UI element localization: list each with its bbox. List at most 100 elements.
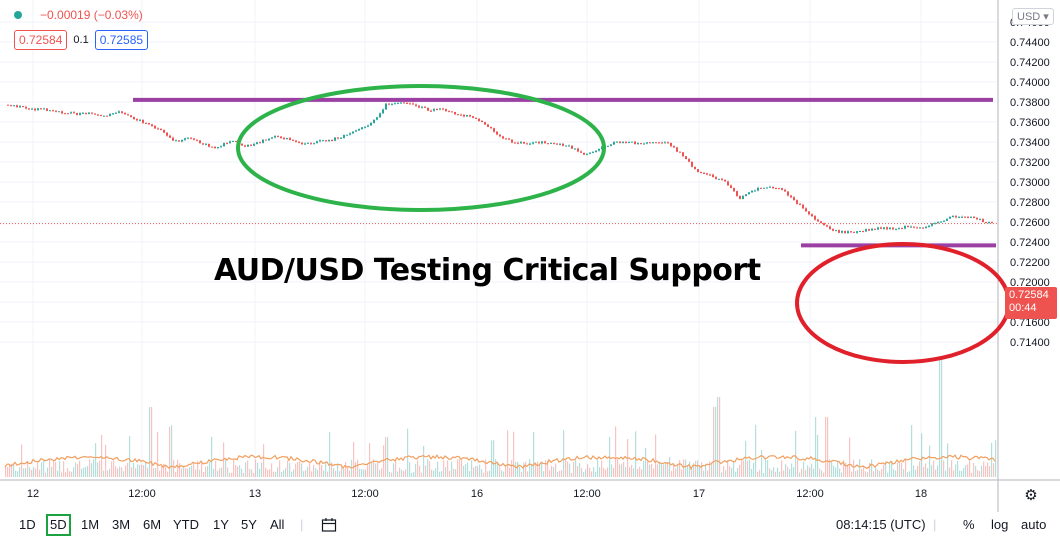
- volume-bar: [669, 456, 671, 477]
- volume-bar: [769, 468, 771, 477]
- volume-bar: [641, 469, 643, 477]
- volume-bar: [341, 467, 343, 477]
- candle-body: [232, 140, 234, 142]
- volume-bar: [837, 461, 839, 477]
- volume-bar: [939, 357, 941, 477]
- volume-bar: [39, 469, 41, 477]
- volume-bar: [945, 470, 947, 477]
- volume-bar: [483, 472, 485, 477]
- volume-bar: [533, 431, 535, 477]
- volume-bar: [931, 464, 933, 477]
- volume-bar: [559, 470, 561, 477]
- volume-bar: [993, 463, 995, 477]
- range-6m-button[interactable]: 6M: [143, 517, 162, 532]
- volume-bar: [745, 440, 747, 477]
- candle-body: [91, 112, 93, 114]
- volume-bar: [817, 434, 819, 477]
- candle-body: [544, 141, 546, 144]
- candle-body: [193, 138, 195, 140]
- green-highlight-ellipse[interactable]: [236, 84, 606, 212]
- settings-gear-icon[interactable]: ⚙: [1024, 487, 1037, 504]
- ask-price-button[interactable]: 0.72585: [94, 30, 149, 50]
- volume-bar: [847, 465, 849, 477]
- candle-body: [799, 203, 801, 205]
- candle-body: [349, 133, 351, 135]
- volume-bar: [955, 464, 957, 477]
- volume-bar: [123, 471, 125, 477]
- volume-bar: [381, 468, 383, 477]
- candle-body: [448, 111, 450, 113]
- volume-bar: [281, 472, 283, 477]
- utc-clock[interactable]: 08:14:15 (UTC): [836, 517, 926, 532]
- volume-bar: [965, 465, 967, 477]
- volume-bar: [263, 444, 265, 477]
- bottom-toolbar: 1D 5D 1M 3M 6M YTD 1Y 5Y All | 08:14:15 …: [0, 512, 1060, 539]
- volume-bar: [333, 468, 335, 477]
- volume-bar: [831, 461, 833, 477]
- candle-body: [493, 128, 495, 132]
- bid-price-button[interactable]: 0.72584: [14, 30, 68, 50]
- price-chart[interactable]: 0.746000.744000.742000.740000.738000.736…: [0, 0, 1060, 512]
- volume-bar: [133, 462, 135, 477]
- volume-bar: [489, 470, 491, 477]
- chart-area[interactable]: 0.746000.744000.742000.740000.738000.736…: [0, 0, 1060, 512]
- candle-body: [298, 141, 300, 143]
- candle-body: [553, 142, 555, 144]
- range-1m-button[interactable]: 1M: [81, 517, 100, 532]
- candle-body: [832, 228, 834, 231]
- volume-bar: [155, 468, 157, 477]
- candle-body: [982, 219, 984, 222]
- volume-bar: [591, 471, 593, 477]
- candle-body: [484, 122, 486, 125]
- range-all-button[interactable]: All: [270, 517, 285, 532]
- candle-body: [532, 142, 534, 144]
- range-1d-button[interactable]: 1D: [19, 517, 36, 532]
- candle-body: [322, 140, 324, 142]
- volume-bar: [693, 463, 695, 477]
- percent-scale-button[interactable]: %: [963, 517, 975, 532]
- volume-bar: [423, 445, 425, 477]
- range-1y-button[interactable]: 1Y: [213, 517, 229, 532]
- candle-body: [766, 187, 768, 189]
- candle-body: [127, 114, 129, 116]
- volume-bar: [59, 460, 61, 477]
- volume-bar: [93, 459, 95, 477]
- candle-body: [784, 189, 786, 192]
- volume-bar: [749, 459, 751, 477]
- volume-bar: [689, 461, 691, 477]
- range-5y-button[interactable]: 5Y: [241, 517, 257, 532]
- candle-body: [715, 177, 717, 179]
- range-3m-button[interactable]: 3M: [112, 517, 131, 532]
- volume-bar: [771, 470, 773, 477]
- volume-bar: [179, 463, 181, 477]
- log-scale-button[interactable]: log: [991, 517, 1009, 532]
- volume-bar: [183, 465, 185, 477]
- volume-bar: [451, 461, 453, 477]
- volume-bar: [707, 470, 709, 477]
- chart-annotation-title: AUD/USD Testing Critical Support: [214, 253, 761, 288]
- volume-bar: [301, 463, 303, 477]
- candle-body: [370, 123, 372, 126]
- range-5d-button[interactable]: 5D: [46, 514, 71, 536]
- volume-bar: [905, 459, 907, 477]
- candle-body: [607, 145, 609, 147]
- volume-bar: [589, 467, 591, 477]
- calendar-icon[interactable]: [321, 517, 337, 536]
- candle-body: [547, 143, 549, 145]
- candle-body: [814, 216, 816, 220]
- volume-bar: [741, 459, 743, 477]
- volume-bar: [571, 472, 573, 477]
- candle-body: [469, 114, 471, 117]
- volume-bar: [469, 471, 471, 477]
- range-ytd-button[interactable]: YTD: [173, 517, 199, 532]
- candle-body: [721, 178, 723, 180]
- candle-body: [121, 111, 123, 113]
- volume-bar: [9, 464, 11, 477]
- currency-select[interactable]: USD ▾: [1012, 8, 1054, 25]
- auto-scale-button[interactable]: auto: [1021, 517, 1047, 532]
- volume-bar: [911, 425, 913, 477]
- volume-bar: [863, 465, 865, 477]
- candle-body: [496, 131, 498, 135]
- volume-bar: [261, 462, 263, 477]
- volume-bar: [235, 465, 237, 477]
